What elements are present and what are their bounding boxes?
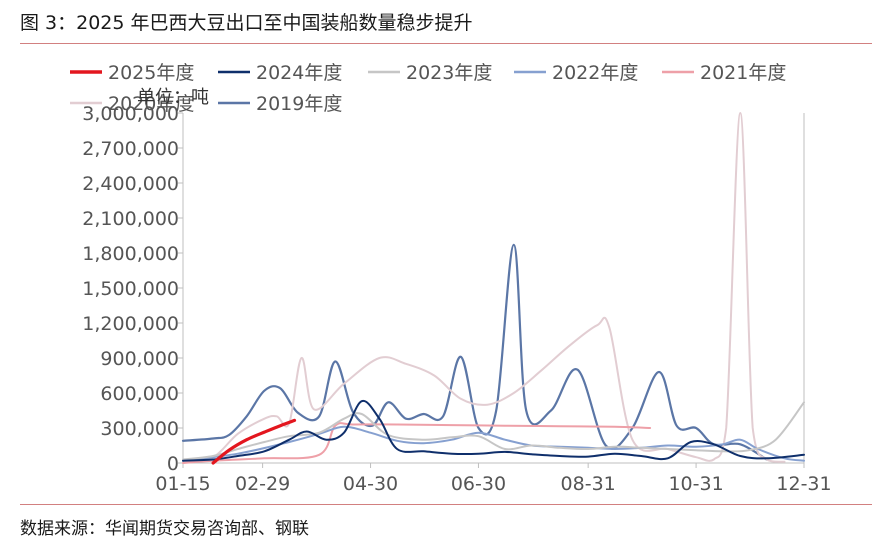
title-divider — [20, 43, 872, 44]
series-line-2025年度 — [211, 418, 297, 465]
legend-label: 2019年度 — [256, 93, 342, 115]
legend-item: 2019年度 — [218, 93, 342, 115]
unit-label: 单位：吨 — [137, 87, 209, 108]
y-tick-label: 2,400,000 — [82, 173, 179, 195]
y-tick-label: 1,500,000 — [82, 278, 179, 300]
y-tick-label: 2,700,000 — [82, 138, 179, 160]
y-tick-label: 2,100,000 — [82, 208, 179, 230]
y-axis: 0 300,000 600,000 900,000 1,200,000 1,500,000… — [82, 103, 805, 475]
legend-item: 2025年度 — [70, 62, 194, 84]
legend-label: 2023年度 — [406, 62, 492, 84]
series-line-2021年度 — [182, 422, 652, 464]
x-tick-label: 10-31 — [668, 473, 723, 495]
legend-item: 2021年度 — [662, 62, 786, 84]
y-tick-label: 1,200,000 — [82, 313, 179, 335]
x-tick-label: 12-31 — [776, 473, 831, 495]
x-tick-label: 08-31 — [561, 473, 616, 495]
series-line-2024年度 — [182, 399, 805, 462]
line-chart: 2025年度 2024年度 2023年度 2022年度 2021年度 2020年度 2019… — [70, 62, 832, 495]
y-tick-label: 900,000 — [100, 348, 179, 370]
legend: 2025年度 2024年度 2023年度 2022年度 2021年度 2020年度 2019… — [70, 62, 786, 115]
series-line-2023年度 — [182, 401, 805, 461]
legend-item: 2022年度 — [514, 62, 638, 84]
footer-divider — [20, 504, 872, 505]
y-tick-label: 600,000 — [100, 383, 179, 405]
series-line-2019年度 — [181, 243, 768, 461]
legend-item: 2024年度 — [218, 62, 342, 84]
x-axis: 01-15 02-29 04-30 06-30 08-31 10-31 12-31 — [155, 462, 832, 495]
x-tick-label: 04-30 — [343, 473, 398, 495]
legend-label: 2024年度 — [256, 62, 342, 84]
plot-area — [181, 112, 805, 465]
chart-title: 图 3：2025 年巴西大豆出口至中国装船数量稳步提升 — [20, 12, 473, 34]
series-line-2020年度 — [182, 112, 786, 464]
y-tick-label: 300,000 — [100, 418, 179, 440]
y-tick-label: 0 — [167, 453, 179, 475]
x-tick-label: 01-15 — [155, 473, 210, 495]
legend-item: 2020年度 — [70, 93, 194, 115]
legend-item: 2023年度 — [368, 62, 492, 84]
legend-label: 2021年度 — [700, 62, 786, 84]
legend-label: 2020年度 — [108, 93, 194, 115]
source-note: 数据来源：华闻期货交易咨询部、钢联 — [20, 519, 309, 539]
y-tick-label: 1,800,000 — [82, 243, 179, 265]
legend-label: 2025年度 — [108, 62, 194, 84]
x-tick-label: 02-29 — [235, 473, 290, 495]
y-tick-label: 3,000,000 — [82, 103, 179, 125]
x-tick-label: 06-30 — [451, 473, 506, 495]
legend-label: 2022年度 — [552, 62, 638, 84]
